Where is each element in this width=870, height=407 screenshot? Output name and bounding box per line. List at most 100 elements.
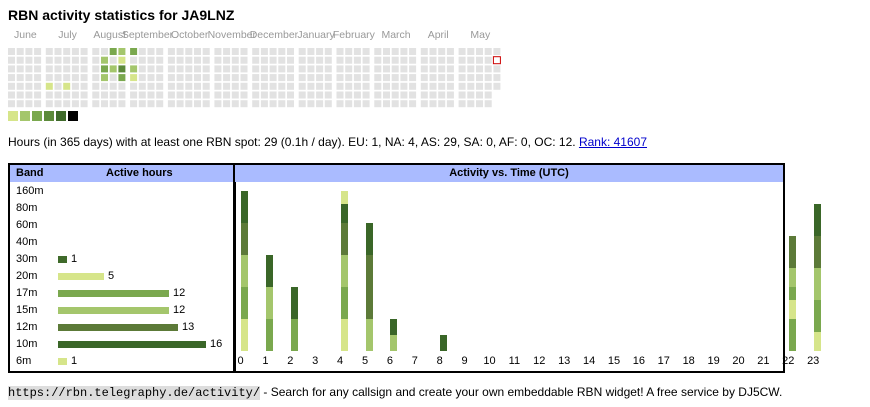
day-cell[interactable] (374, 82, 382, 90)
day-cell[interactable] (8, 100, 15, 108)
day-cell[interactable] (391, 100, 399, 108)
day-cell[interactable] (260, 82, 268, 90)
day-cell[interactable] (167, 100, 175, 108)
day-cell[interactable] (176, 74, 184, 82)
day-cell[interactable] (409, 56, 417, 64)
day-cell[interactable] (400, 100, 408, 108)
day-cell[interactable] (400, 48, 408, 55)
day-cell[interactable] (336, 74, 344, 82)
day-cell[interactable] (109, 100, 117, 108)
day-cell[interactable] (16, 65, 24, 73)
day-cell[interactable] (214, 100, 222, 108)
day-cell[interactable] (400, 91, 408, 99)
day-cell[interactable] (278, 65, 286, 73)
day-cell[interactable] (287, 56, 294, 64)
day-cell[interactable] (25, 56, 33, 64)
day-cell[interactable] (391, 65, 399, 73)
day-cell[interactable] (130, 48, 138, 55)
day-cell[interactable] (353, 100, 361, 108)
day-cell[interactable] (324, 56, 332, 64)
day-cell[interactable] (324, 100, 332, 108)
day-cell[interactable] (458, 74, 466, 82)
day-cell[interactable] (63, 100, 71, 108)
day-cell[interactable] (80, 74, 88, 82)
day-cell[interactable] (176, 91, 184, 99)
day-cell[interactable] (118, 56, 126, 64)
day-cell[interactable] (223, 48, 231, 55)
day-cell[interactable] (156, 82, 164, 90)
day-cell[interactable] (156, 48, 164, 55)
day-cell[interactable] (307, 65, 315, 73)
day-cell[interactable] (101, 65, 108, 73)
day-cell[interactable] (16, 48, 24, 55)
day-cell[interactable] (493, 65, 501, 73)
day-cell[interactable] (147, 65, 155, 73)
day-cell[interactable] (202, 74, 210, 82)
day-cell[interactable] (16, 82, 24, 90)
day-cell[interactable] (54, 48, 62, 55)
day-cell[interactable] (476, 65, 483, 73)
day-cell[interactable] (420, 65, 428, 73)
day-cell[interactable] (147, 56, 155, 64)
day-cell[interactable] (345, 56, 353, 64)
day-cell[interactable] (269, 74, 277, 82)
day-cell[interactable] (202, 100, 210, 108)
day-cell[interactable] (252, 91, 260, 99)
day-cell[interactable] (92, 91, 100, 99)
day-cell[interactable] (118, 48, 126, 55)
day-cell[interactable] (429, 74, 437, 82)
day-cell[interactable] (374, 91, 382, 99)
day-cell[interactable] (194, 48, 201, 55)
day-cell[interactable] (353, 82, 361, 90)
day-cell[interactable] (269, 100, 277, 108)
day-cell[interactable] (252, 74, 260, 82)
day-cell[interactable] (231, 91, 239, 99)
day-cell[interactable] (383, 91, 390, 99)
day-cell[interactable] (409, 48, 417, 55)
day-cell[interactable] (316, 56, 324, 64)
day-cell[interactable] (71, 56, 79, 64)
day-cell[interactable] (185, 74, 193, 82)
day-cell[interactable] (467, 48, 475, 55)
day-cell[interactable] (45, 74, 53, 82)
day-cell[interactable] (240, 74, 248, 82)
day-cell[interactable] (101, 100, 108, 108)
day-cell[interactable] (223, 65, 231, 73)
day-cell[interactable] (307, 91, 315, 99)
day-cell[interactable] (8, 74, 15, 82)
day-cell[interactable] (269, 82, 277, 90)
day-cell[interactable] (298, 74, 306, 82)
day-cell[interactable] (80, 56, 88, 64)
day-cell[interactable] (138, 48, 146, 55)
day-cell[interactable] (493, 82, 501, 90)
day-cell[interactable] (298, 48, 306, 55)
day-cell[interactable] (429, 100, 437, 108)
day-cell[interactable] (194, 56, 201, 64)
day-cell[interactable] (45, 48, 53, 55)
day-cell[interactable] (336, 91, 344, 99)
day-cell[interactable] (167, 48, 175, 55)
day-cell[interactable] (214, 65, 222, 73)
day-cell[interactable] (223, 91, 231, 99)
day-cell[interactable] (298, 65, 306, 73)
day-cell[interactable] (438, 100, 446, 108)
day-cell[interactable] (362, 74, 370, 82)
day-cell[interactable] (92, 74, 100, 82)
day-cell[interactable] (202, 65, 210, 73)
day-cell[interactable] (101, 48, 108, 55)
day-cell[interactable] (260, 48, 268, 55)
day-cell[interactable] (156, 91, 164, 99)
day-cell[interactable] (400, 65, 408, 73)
day-cell[interactable] (287, 91, 294, 99)
day-cell[interactable] (362, 65, 370, 73)
day-cell[interactable] (429, 65, 437, 73)
day-cell[interactable] (240, 65, 248, 73)
day-cell[interactable] (467, 100, 475, 108)
day-cell[interactable] (252, 56, 260, 64)
day-cell[interactable] (400, 74, 408, 82)
day-cell[interactable] (156, 65, 164, 73)
day-cell[interactable] (458, 91, 466, 99)
day-cell[interactable] (260, 74, 268, 82)
day-cell[interactable] (374, 65, 382, 73)
day-cell[interactable] (54, 91, 62, 99)
